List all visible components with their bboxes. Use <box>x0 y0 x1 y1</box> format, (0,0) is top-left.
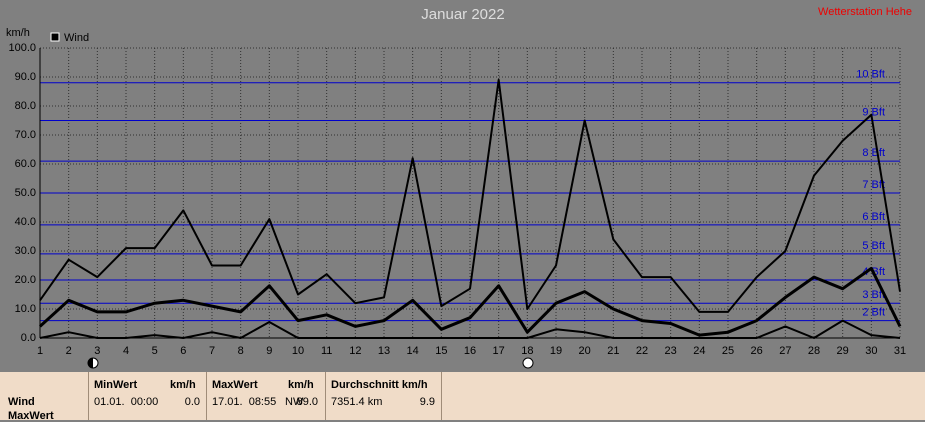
beaufort-label: 9 Bft <box>862 106 885 118</box>
x-tick-label: 10 <box>292 345 304 357</box>
x-tick-label: 25 <box>722 345 734 357</box>
y-tick-label: 40.0 <box>15 216 36 228</box>
x-tick-label: 6 <box>180 345 186 357</box>
beaufort-label: 3 Bft <box>862 289 885 301</box>
x-tick-label: 13 <box>378 345 390 357</box>
x-tick-label: 30 <box>865 345 877 357</box>
x-tick-label: 5 <box>152 345 158 357</box>
x-tick-label: 3 <box>94 345 100 357</box>
x-tick-label: 7 <box>209 345 215 357</box>
chart: Januar 2022 Wetterstation Hehe km/h Wind… <box>6 6 912 369</box>
x-tick-label: 18 <box>521 345 533 357</box>
y-tick-label: 90.0 <box>15 71 36 83</box>
x-tick-label: 16 <box>464 345 476 357</box>
separator <box>206 372 207 420</box>
cell: 01.01. 00:00 <box>94 396 159 408</box>
legend-label: Wind <box>64 32 89 44</box>
y-tick-label: 100.0 <box>8 42 36 54</box>
x-tick-label: 1 <box>37 345 43 357</box>
col-header: Durchschnitt km/h <box>331 379 428 391</box>
cell: 0.0 <box>184 396 200 408</box>
y-tick-label: 50.0 <box>15 187 36 199</box>
x-tick-label: 19 <box>550 345 562 357</box>
x-tick-label: 27 <box>779 345 791 357</box>
y-tick-label: 20.0 <box>15 274 36 286</box>
cell: NW <box>285 396 304 408</box>
col-unit: km/h <box>288 379 314 391</box>
wind-line <box>39 319 901 339</box>
x-tick-label: 24 <box>693 345 705 357</box>
x-tick-label: 14 <box>407 345 419 357</box>
x-tick-label: 15 <box>435 345 447 357</box>
wind-line <box>38 266 902 337</box>
row-label: MaxWert <box>8 410 54 422</box>
y-tick-label: 10.0 <box>15 303 36 315</box>
y-tick-label: 30.0 <box>15 245 36 257</box>
x-tick-label: 21 <box>607 345 619 357</box>
moon-icon <box>88 358 93 368</box>
beaufort-label: 2 Bft <box>862 307 885 319</box>
x-tick-label: 8 <box>238 345 244 357</box>
cell: 17.01. 08:55 <box>212 396 277 408</box>
separator <box>325 372 326 420</box>
x-tick-label: 17 <box>493 345 505 357</box>
x-tick-label: 20 <box>579 345 591 357</box>
y-axis-label: km/h <box>6 27 30 39</box>
cell: 89.0 <box>296 396 318 408</box>
x-tick-label: 29 <box>837 345 849 357</box>
x-tick-label: 26 <box>751 345 763 357</box>
cell: 9.9 <box>419 396 435 408</box>
x-tick-label: 12 <box>349 345 361 357</box>
col-header: MaxWert <box>212 379 258 391</box>
separator <box>441 372 442 420</box>
col-unit: km/h <box>170 379 196 391</box>
x-tick-label: 28 <box>808 345 820 357</box>
y-tick-label: 60.0 <box>15 158 36 170</box>
x-tick-label: 22 <box>636 345 648 357</box>
x-tick-label: 4 <box>123 345 129 357</box>
separator <box>88 372 89 420</box>
y-tick-label: 80.0 <box>15 100 36 112</box>
wind-line <box>39 78 901 313</box>
x-tick-label: 23 <box>665 345 677 357</box>
cell: 7351.4 km <box>331 396 383 408</box>
x-tick-label: 2 <box>66 345 72 357</box>
beaufort-label: 8 Bft <box>862 147 885 159</box>
x-tick-label: 31 <box>894 345 906 357</box>
summary-panel: Wind MaxWert MinWert km/h 01.01. 00:00 0… <box>0 372 925 422</box>
y-tick-label: 70.0 <box>15 129 36 141</box>
row-label: Wind <box>8 396 35 408</box>
y-tick-label: 0.0 <box>21 332 36 344</box>
beaufort-label: 6 Bft <box>862 211 885 223</box>
beaufort-label: 5 Bft <box>862 240 885 252</box>
station-label: Wetterstation Hehe <box>818 6 912 18</box>
x-tick-label: 9 <box>266 345 272 357</box>
beaufort-label: 7 Bft <box>862 179 885 191</box>
legend-swatch <box>50 32 60 42</box>
moon-icon <box>522 357 534 369</box>
x-tick-label: 11 <box>321 345 332 357</box>
beaufort-label: 10 Bft <box>856 69 885 81</box>
col-header: MinWert <box>94 379 138 391</box>
chart-title: Januar 2022 <box>421 6 504 23</box>
